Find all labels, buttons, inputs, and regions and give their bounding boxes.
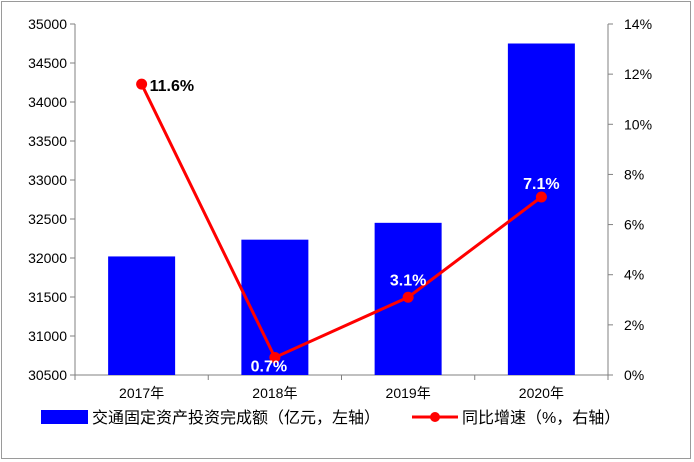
legend-bar-label: 交通固定资产投资完成额（亿元，左轴） bbox=[92, 409, 380, 427]
left-tick-label: 30500 bbox=[28, 367, 67, 383]
line-series bbox=[136, 78, 547, 363]
line-point bbox=[269, 351, 281, 363]
bar-series bbox=[108, 43, 575, 375]
left-tick-label: 31500 bbox=[28, 289, 67, 305]
right-tick-label: 10% bbox=[624, 116, 652, 132]
x-tick-label: 2019年 bbox=[386, 385, 431, 401]
line-point bbox=[136, 78, 148, 90]
left-tick-label: 33500 bbox=[28, 133, 67, 149]
right-tick-label: 4% bbox=[624, 267, 644, 283]
x-tick-label: 2017年 bbox=[119, 385, 164, 401]
legend: 交通固定资产投资完成额（亿元，左轴） 同比增速（%，右轴） bbox=[41, 409, 620, 427]
right-tick-label: 0% bbox=[624, 367, 644, 383]
left-tick-label: 33000 bbox=[28, 172, 67, 188]
data-label: 7.1% bbox=[523, 176, 559, 193]
right-tick-label: 14% bbox=[624, 16, 652, 32]
legend-bar-swatch bbox=[41, 410, 88, 424]
data-label: 0.7% bbox=[251, 358, 287, 375]
growth-line bbox=[140, 83, 543, 360]
left-tick-label: 32000 bbox=[28, 250, 67, 266]
left-tick-label: 34500 bbox=[28, 55, 67, 71]
left-tick-label: 35000 bbox=[28, 16, 67, 32]
bar bbox=[108, 256, 176, 375]
bar bbox=[507, 43, 575, 375]
legend-line-marker bbox=[430, 412, 440, 422]
line-point bbox=[535, 191, 547, 203]
data-label: 11.6% bbox=[150, 78, 194, 95]
left-tick-label: 32500 bbox=[28, 211, 67, 227]
axes: 30500 31000 31500 32000 32500 33000 33500 34000… bbox=[28, 16, 652, 401]
legend-line-label: 同比增速（%，右轴） bbox=[462, 409, 620, 427]
left-tick-label: 31000 bbox=[28, 328, 67, 344]
right-tick-label: 2% bbox=[624, 317, 644, 333]
left-tick-label: 34000 bbox=[28, 94, 67, 110]
data-label: 3.1% bbox=[390, 272, 426, 289]
x-tick-label: 2018年 bbox=[252, 385, 297, 401]
x-tick-label: 2020年 bbox=[519, 385, 564, 401]
data-labels: 11.6% 0.7% 3.1% 7.1% bbox=[150, 78, 560, 375]
right-tick-label: 12% bbox=[624, 66, 652, 82]
right-tick-label: 6% bbox=[624, 217, 644, 233]
right-tick-label: 8% bbox=[624, 166, 644, 182]
line-point bbox=[402, 291, 414, 303]
